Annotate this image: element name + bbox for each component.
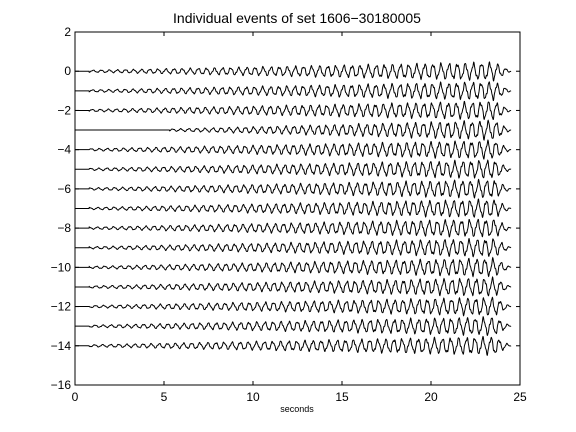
y-tick-label: −14 — [51, 339, 72, 353]
event-trace — [75, 119, 512, 141]
event-trace — [75, 61, 512, 82]
y-tick-label: 2 — [64, 25, 71, 39]
event-trace — [75, 178, 512, 199]
y-tick-label: −12 — [51, 300, 72, 314]
event-traces — [75, 61, 512, 357]
event-trace — [75, 159, 512, 179]
x-tick-label: 0 — [72, 390, 79, 404]
y-tick-label: −8 — [57, 221, 71, 235]
x-tick-label: 20 — [424, 390, 438, 404]
x-tick-label: 15 — [335, 390, 349, 404]
event-trace — [75, 139, 512, 160]
event-trace — [75, 81, 512, 102]
event-trace — [75, 335, 512, 357]
x-tick-label: 25 — [513, 390, 527, 404]
event-trace — [75, 237, 512, 258]
plot-frame — [74, 31, 521, 386]
y-tick-label: −6 — [57, 182, 71, 196]
y-tick-label: −10 — [51, 260, 72, 274]
y-tick-label: −16 — [51, 378, 72, 392]
event-trace — [75, 198, 512, 218]
x-tick-label: 10 — [246, 390, 260, 404]
y-tick-label: −4 — [57, 143, 71, 157]
x-tick-label: 5 — [161, 390, 168, 404]
event-trace — [75, 296, 512, 317]
event-trace — [75, 276, 512, 297]
chart-title: Individual events of set 1606−30180005 — [173, 10, 421, 26]
y-axis-ticks: 2 0 −2 −4 −6 −8 −10 −12 −14 −16 — [51, 25, 520, 392]
x-axis-ticks: 0 5 10 15 20 25 — [72, 32, 527, 404]
x-axis-label: seconds — [280, 404, 314, 414]
y-tick-label: −2 — [57, 103, 71, 117]
event-trace — [75, 100, 512, 121]
event-trace — [75, 218, 512, 238]
event-trace — [75, 315, 512, 337]
event-trace — [75, 256, 512, 278]
y-tick-label: 0 — [64, 64, 71, 78]
